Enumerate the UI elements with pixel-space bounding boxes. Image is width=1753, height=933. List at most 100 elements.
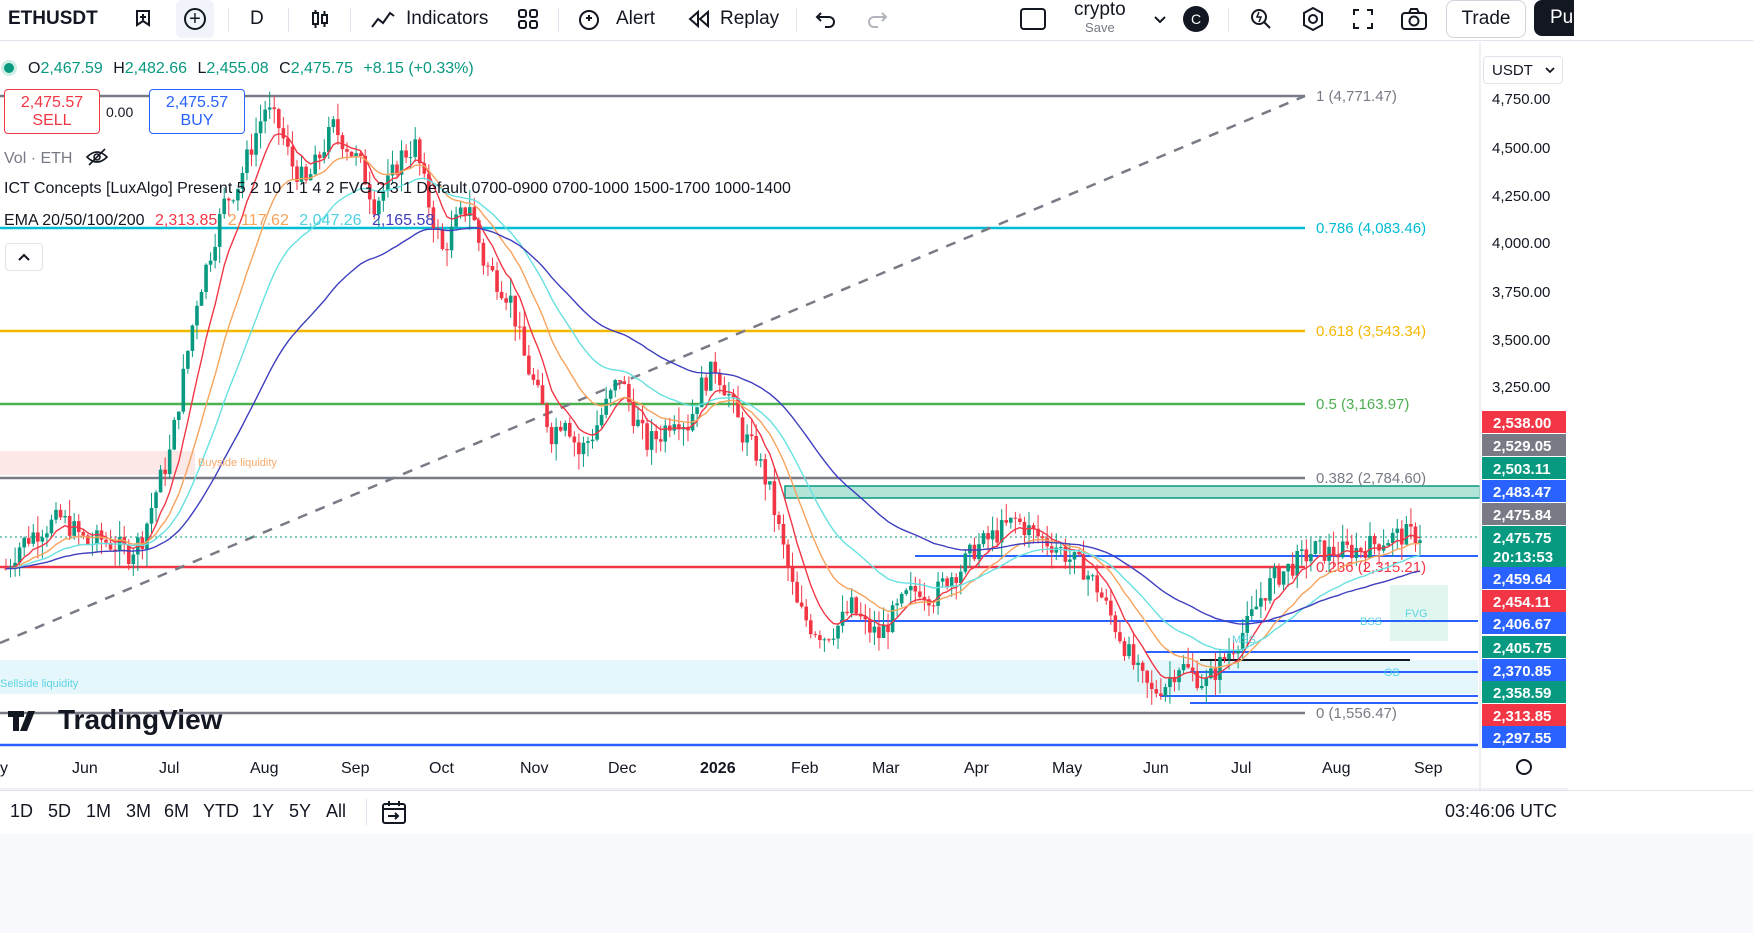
ict-indicator-legend[interactable]: ICT Concepts [LuxAlgo] Present 5 2 10 1 …	[4, 180, 791, 198]
candle-body	[395, 164, 399, 175]
alert-button[interactable]: Alert	[576, 0, 655, 38]
eye-hidden-icon[interactable]	[85, 148, 109, 166]
price-tag-label: 2,313.85	[1493, 708, 1551, 725]
compare-symbol-button[interactable]: +	[176, 0, 214, 38]
candle-body	[581, 442, 586, 455]
candle-body	[76, 521, 81, 533]
alert-label: Alert	[616, 8, 656, 29]
time-axis-label: y	[0, 760, 8, 777]
candle-body	[1336, 555, 1340, 558]
buy-button[interactable]: 2,475.57 BUY	[149, 89, 245, 134]
candle-body	[699, 377, 704, 408]
trade-button[interactable]: Trade	[1446, 0, 1526, 38]
candle-body	[977, 544, 981, 560]
chart-type-button[interactable]	[308, 0, 332, 38]
candle-body	[504, 298, 508, 303]
price-tag-label: 2,459.64	[1493, 571, 1552, 588]
candle-body	[1322, 540, 1327, 561]
replay-button[interactable]: Replay	[686, 0, 779, 38]
candle-body	[149, 507, 154, 524]
candle-body	[26, 537, 31, 544]
candle-body	[790, 566, 795, 582]
timeframe-3m[interactable]: 3M	[126, 801, 152, 821]
candle-body	[413, 139, 417, 158]
timeframe-5d[interactable]: 5D	[48, 801, 72, 821]
layout-toggle-button[interactable]	[1018, 0, 1048, 38]
timeframe-1y[interactable]: 1Y	[252, 801, 275, 821]
currency-select[interactable]: USDT	[1483, 56, 1563, 84]
interval-button[interactable]: D	[250, 0, 264, 38]
candle-body	[508, 295, 513, 303]
redo-button[interactable]	[864, 0, 890, 38]
candle-body	[1222, 656, 1227, 659]
price-tag-label: 2,454.11	[1493, 594, 1551, 611]
candle-body	[877, 626, 881, 638]
candle-body	[1227, 653, 1231, 659]
timeframe-6m[interactable]: 6M	[164, 801, 190, 821]
candle-body	[1186, 664, 1190, 668]
candle-body	[427, 173, 431, 208]
timeframe-ytd[interactable]: YTD	[203, 801, 239, 821]
candle-body	[72, 521, 76, 536]
collapse-legend-button[interactable]	[5, 243, 43, 271]
sell-label: SELL	[32, 112, 72, 129]
timeframe-1m[interactable]: 1M	[86, 801, 112, 821]
trade-label: Trade	[1461, 8, 1511, 29]
time-axis-label: Aug	[250, 760, 278, 777]
candle-body	[1368, 535, 1372, 558]
price-chart[interactable]: 1 (4,771.47) 0.786 (4,083.46) 0.618 (3,543…	[0, 42, 1568, 790]
fullscreen-icon[interactable]	[1350, 0, 1376, 38]
candle-body	[822, 639, 827, 641]
candle-body	[463, 207, 468, 216]
candle-body	[1040, 536, 1045, 539]
candle-body	[1263, 598, 1268, 601]
candle-body	[222, 198, 227, 215]
time-axis-label: Sep	[341, 760, 370, 777]
candle-body	[1077, 552, 1081, 555]
candle-body	[267, 107, 272, 110]
layout-menu-chevron-icon[interactable]	[1152, 0, 1168, 38]
candle-body	[863, 616, 868, 620]
candle-body	[276, 109, 281, 129]
date-range-calendar-icon[interactable]	[380, 799, 408, 832]
timeframe-all[interactable]: All	[326, 801, 347, 821]
candle-body	[1331, 546, 1336, 556]
timeframe-1d[interactable]: 1D	[10, 801, 34, 821]
bottom-panel-area	[0, 834, 1753, 933]
candle-body	[1118, 632, 1122, 642]
indicators-button[interactable]: Indicators	[370, 0, 488, 38]
candle-body	[1086, 575, 1090, 580]
scale-settings-icon[interactable]	[1516, 759, 1532, 775]
candle-body	[577, 442, 581, 455]
time-axis-label: Oct	[429, 760, 454, 777]
fib-label: 0.5 (3,163.97)	[1316, 396, 1409, 413]
add-to-watchlist-icon[interactable]	[128, 0, 158, 38]
utc-clock[interactable]: 03:46:06 UTC	[1444, 801, 1557, 821]
candle-body	[772, 481, 777, 516]
candle-body	[531, 374, 536, 380]
settings-gear-icon[interactable]	[1299, 0, 1327, 38]
candle-body	[758, 459, 763, 461]
candle-body	[949, 577, 954, 587]
candle-body	[36, 532, 40, 542]
sell-button[interactable]: 2,475.57 SELL	[4, 89, 100, 134]
candle-body	[249, 149, 254, 155]
candle-body	[13, 562, 17, 567]
candle-body	[754, 436, 758, 461]
symbol-search[interactable]: ETHUSDT	[8, 0, 98, 38]
candle-body	[245, 149, 249, 173]
layouts-button[interactable]	[516, 0, 540, 38]
undo-button[interactable]	[813, 0, 839, 38]
quick-search-icon[interactable]	[1248, 0, 1274, 38]
volume-legend[interactable]: Vol · ETH	[4, 148, 109, 168]
layout-name-button[interactable]: crypto Save	[1074, 0, 1126, 38]
candle-body	[795, 581, 799, 603]
candle-body	[1240, 632, 1245, 650]
camera-icon[interactable]	[1399, 0, 1429, 38]
ema-legend[interactable]: EMA 20/50/100/200 2,313.85 2,117.62 2,04…	[4, 212, 434, 230]
price-tag	[1482, 659, 1566, 681]
user-avatar[interactable]: C	[1183, 0, 1209, 38]
candle-body	[372, 199, 377, 215]
timeframe-5y[interactable]: 5Y	[289, 801, 312, 821]
publish-button[interactable]: Pu	[1534, 0, 1574, 36]
